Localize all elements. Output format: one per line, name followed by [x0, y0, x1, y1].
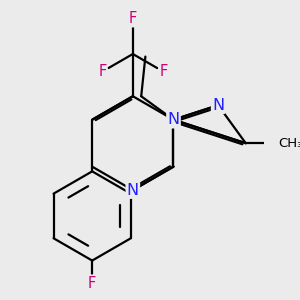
- Text: F: F: [98, 64, 106, 79]
- Text: N: N: [212, 98, 224, 113]
- Text: N: N: [167, 112, 180, 127]
- Text: F: F: [159, 64, 167, 79]
- Text: F: F: [88, 276, 96, 291]
- Text: N: N: [127, 183, 139, 198]
- Text: F: F: [129, 11, 137, 26]
- Text: CH₃: CH₃: [278, 137, 300, 150]
